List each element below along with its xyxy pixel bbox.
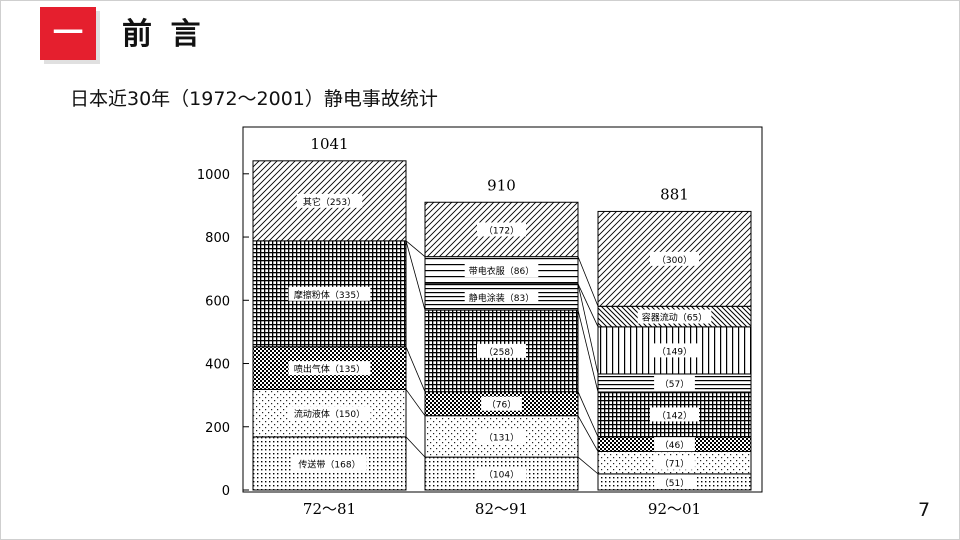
segment-label-bg [654,375,695,390]
page-number: 7 [917,499,931,521]
segment-label-bg [296,193,363,208]
segment-label: （57） [660,379,689,390]
segment-label: 其它（253） [303,196,356,208]
segment-label-bg [464,263,539,278]
segment-label: 喷出气体（135） [294,363,365,375]
y-tick-label: 200 [205,421,230,436]
segment-label: 摩擦粉体（335） [294,289,365,301]
bar-total-label: 910 [487,176,516,194]
segment-label: （300） [657,255,692,266]
y-tick-label: 0 [222,484,230,499]
segment-label-bg [654,437,695,452]
segment-label-bg [464,289,539,304]
segment-label-bg [477,343,526,358]
segment-label-bg [477,222,526,237]
page-title: 前 言 [122,17,205,52]
chart-subtitle: 日本近30年（1972～2001）静电事故统计 [70,88,438,110]
connector-line [405,240,426,311]
connector-line [577,283,599,375]
segment-label-bg [650,343,699,358]
bar-total-label: 1041 [310,135,348,153]
segment-label-bg [288,361,371,376]
connector-line [405,240,426,257]
segment-label: （104） [484,470,519,481]
segment-label: 静电涂装（83） [469,292,534,304]
connector-line [577,256,599,307]
segment-label: （51） [660,478,689,489]
segment-label-bg [654,455,695,470]
segment-label: （71） [660,459,689,470]
y-tick-label: 1000 [197,168,230,183]
segment-label: 流动液体（150） [294,408,365,420]
connector-lines [405,240,599,475]
segment-label: （131） [484,432,519,443]
bar-total-label: 881 [660,185,689,203]
segment-label-bg [650,407,699,422]
segment-label: 带电衣服（86） [469,265,534,277]
x-tick-label: 72～81 [303,500,356,518]
segment-label-bg [650,251,699,266]
connector-line [577,283,599,328]
segment-label-bg [477,466,526,481]
x-tick-label: 82～91 [475,500,528,518]
x-tick-label: 92～01 [648,500,701,518]
y-tick-label: 800 [205,231,230,246]
segment-label: （149） [657,346,692,357]
segment-label-bg [292,456,367,471]
segment-label-bg [481,396,522,411]
segment-label: （46） [660,440,689,451]
bar-segment [424,309,579,393]
section-badge: 一 [40,7,96,60]
segment-label-bg [654,474,695,489]
axes: 72～81 82～91 92～01 0 200 400 600 800 1000 [197,168,701,518]
connector-line [577,415,599,452]
segment-label: 容器流动（65） [642,312,707,324]
y-tick-label: 600 [205,294,230,309]
connector-line [405,436,426,458]
segment-label: （258） [484,347,519,358]
connector-line [405,346,426,392]
segment-label: （76） [487,400,516,411]
connector-line [577,456,599,475]
segment-labels: 传送带（168） 流动液体（150） 喷出气体（135） 摩擦粉体（335） 其它（25… [288,135,712,489]
connector-line [577,391,599,438]
connector-line [577,309,599,393]
segment-label-bg [637,309,712,324]
connector-line [405,389,426,416]
segment-label-bg [288,286,371,301]
y-tick-label: 400 [205,358,230,373]
segment-label-bg [477,429,526,444]
segment-label-bg [288,406,371,421]
segment-label: 传送带（168） [298,458,360,470]
segment-label: （142） [657,410,692,421]
segment-label: （172） [484,225,519,236]
